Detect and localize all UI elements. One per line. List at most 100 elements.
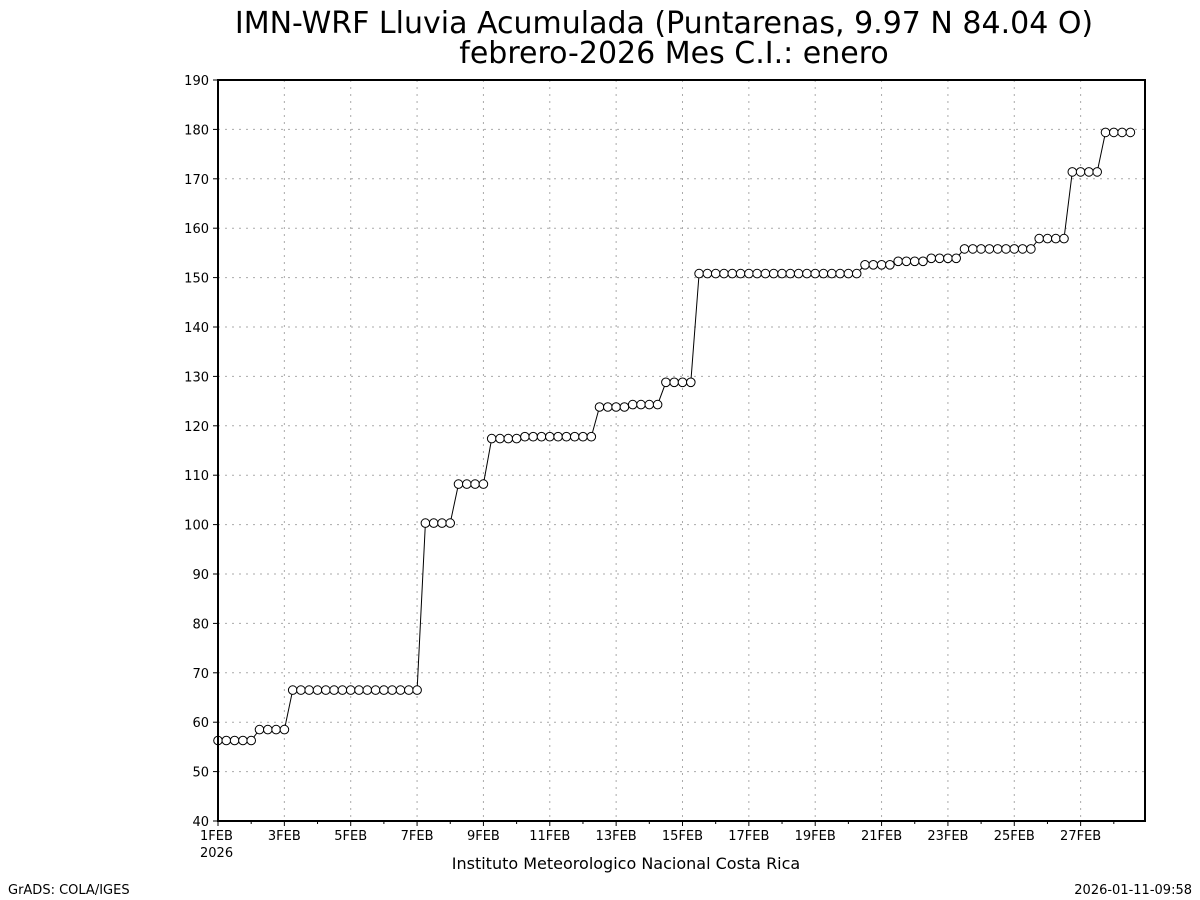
data-point xyxy=(321,685,331,695)
data-point xyxy=(453,479,464,489)
data-point xyxy=(760,268,771,279)
data-point xyxy=(951,253,962,264)
data-point xyxy=(1051,233,1061,244)
y-tick-label: 160 xyxy=(184,222,209,237)
y-tick-label: 120 xyxy=(184,420,209,435)
x-tick-label: 9FEB xyxy=(467,829,500,844)
data-point xyxy=(1075,167,1086,177)
data-point xyxy=(909,256,920,267)
data-point xyxy=(445,518,456,528)
y-tick-label: 50 xyxy=(192,766,209,781)
data-point xyxy=(553,431,563,442)
y-tick-label: 90 xyxy=(192,568,209,583)
data-point xyxy=(404,685,414,695)
data-point xyxy=(1026,244,1036,254)
y-tick-label: 130 xyxy=(184,370,209,385)
data-point xyxy=(918,256,928,267)
data-point xyxy=(992,244,1003,254)
data-point xyxy=(851,268,862,279)
data-point xyxy=(462,479,472,489)
data-point xyxy=(362,685,373,695)
data-point xyxy=(627,399,638,410)
data-point xyxy=(412,685,422,695)
x-axis: 1FEB 3FEB 5FEB 7FEB 9FEB 11FEB 13FEB 15FEB 17FEB… xyxy=(200,821,1115,844)
data-points xyxy=(213,127,1136,746)
data-point xyxy=(802,268,812,279)
x-tick-label: 5FEB xyxy=(334,829,367,844)
data-point xyxy=(561,431,572,442)
x-tick-label: 13FEB xyxy=(596,829,637,844)
y-tick-label: 170 xyxy=(184,173,209,188)
data-point xyxy=(835,268,845,279)
data-point xyxy=(810,268,821,279)
data-point xyxy=(287,685,298,695)
data-point xyxy=(735,268,746,279)
data-point xyxy=(976,244,986,254)
data-point xyxy=(843,268,854,279)
data-point xyxy=(594,402,605,412)
data-point xyxy=(221,735,232,746)
data-point xyxy=(420,518,431,528)
data-point xyxy=(860,260,870,270)
x-tick-label: 1FEB xyxy=(200,829,233,844)
data-point xyxy=(793,268,804,279)
data-point xyxy=(495,433,505,444)
y-tick-label: 80 xyxy=(192,617,209,632)
data-point xyxy=(777,268,787,279)
data-point xyxy=(1034,233,1044,244)
y-tick-label: 190 xyxy=(184,74,209,89)
data-point xyxy=(263,724,273,735)
x-tick-label: 21FEB xyxy=(861,829,902,844)
data-point xyxy=(1001,244,1011,254)
data-point xyxy=(586,431,597,442)
data-point xyxy=(893,256,904,267)
data-point xyxy=(669,377,680,388)
data-point xyxy=(470,479,480,489)
data-point xyxy=(1100,127,1111,138)
data-point xyxy=(1009,244,1020,254)
y-tick-label: 150 xyxy=(184,272,209,287)
x-tick-label: 3FEB xyxy=(268,829,301,844)
data-point xyxy=(1117,127,1127,138)
x-tick-label: 15FEB xyxy=(662,829,703,844)
data-point xyxy=(246,735,256,746)
data-point xyxy=(727,268,738,279)
data-point xyxy=(520,431,530,442)
data-point xyxy=(511,433,522,444)
data-point xyxy=(238,735,248,746)
data-point xyxy=(486,433,497,444)
data-point xyxy=(296,685,306,695)
x-axis-year-label: 2026 xyxy=(200,846,233,861)
data-point xyxy=(578,431,588,442)
x-tick-label: 7FEB xyxy=(401,829,434,844)
data-point xyxy=(943,253,953,264)
data-point xyxy=(229,735,240,746)
data-point xyxy=(337,685,348,695)
data-point xyxy=(686,377,696,388)
data-point xyxy=(785,268,796,279)
data-point xyxy=(710,268,721,279)
data-point xyxy=(644,399,655,410)
data-point xyxy=(528,431,539,442)
data-point xyxy=(661,377,671,388)
data-point xyxy=(636,399,646,410)
data-point xyxy=(818,268,829,279)
data-point xyxy=(379,685,389,695)
data-point xyxy=(370,685,381,695)
data-point xyxy=(984,244,995,254)
data-point xyxy=(876,260,887,270)
data-point xyxy=(345,685,356,695)
data-point xyxy=(619,402,630,412)
y-tick-label: 40 xyxy=(192,815,209,830)
data-point xyxy=(1059,233,1069,244)
y-tick-label: 180 xyxy=(184,123,209,138)
data-point xyxy=(1084,167,1094,177)
data-point xyxy=(768,268,779,279)
data-point xyxy=(304,685,315,695)
x-tick-label: 23FEB xyxy=(927,829,968,844)
chart-title-line1: IMN-WRF Lluvia Acumulada (Puntarenas, 9.… xyxy=(235,6,1093,41)
y-tick-label: 100 xyxy=(184,519,209,534)
data-point xyxy=(536,431,547,442)
footer-right: 2026-01-11-09:58 xyxy=(1074,883,1192,898)
data-point xyxy=(387,685,398,695)
